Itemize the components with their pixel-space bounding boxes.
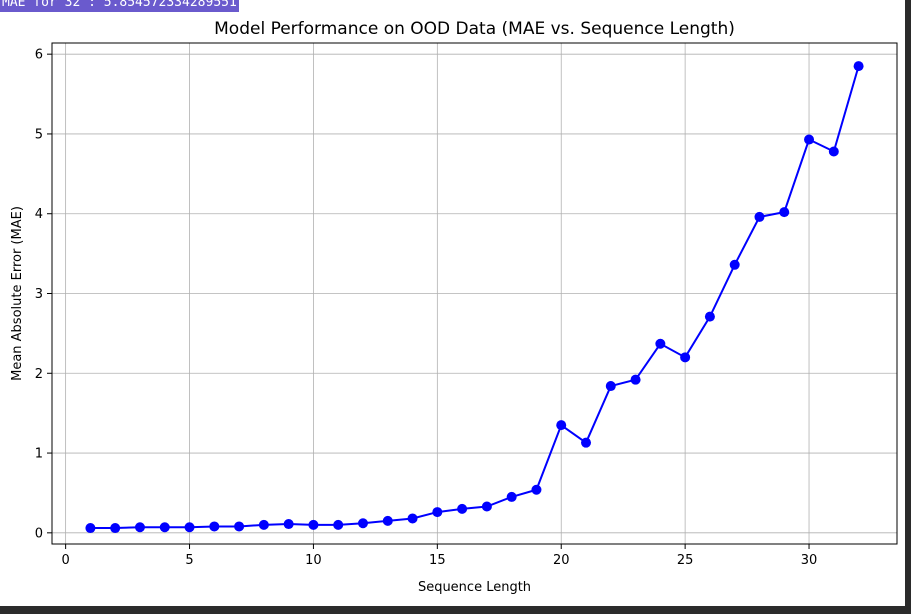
data-point	[283, 519, 294, 530]
x-tick-label: 25	[677, 553, 694, 568]
chart-title: Model Performance on OOD Data (MAE vs. S…	[214, 19, 735, 39]
x-axis: 0 5 10 15 20 25 30	[61, 544, 817, 568]
data-point	[308, 519, 319, 530]
y-tick-label: 4	[35, 207, 43, 222]
data-point	[407, 513, 418, 524]
data-point	[85, 523, 96, 534]
data-point	[704, 311, 715, 322]
y-tick-label: 3	[35, 287, 43, 302]
data-point	[382, 515, 393, 526]
data-point	[804, 134, 815, 145]
grid	[52, 43, 897, 544]
cell-output-text: MAE for 32 : 5.854572334289551	[0, 0, 239, 12]
y-axis: 0 1 2 3 4 5 6	[35, 48, 52, 541]
data-point	[481, 501, 492, 512]
data-point	[531, 484, 542, 495]
data-point	[556, 420, 567, 431]
y-tick-label: 0	[35, 526, 43, 541]
x-tick-label: 15	[429, 553, 446, 568]
x-tick-label: 5	[185, 553, 193, 568]
data-point	[853, 61, 864, 72]
data-point	[729, 259, 740, 270]
data-point	[333, 519, 344, 530]
data-point	[605, 381, 616, 392]
data-point	[209, 521, 220, 532]
data-point	[110, 523, 121, 534]
x-tick-label: 20	[553, 553, 570, 568]
y-tick-label: 6	[35, 48, 43, 63]
data-point	[134, 522, 145, 533]
data-point	[581, 437, 592, 448]
data-point	[630, 374, 641, 385]
y-tick-label: 5	[35, 127, 43, 142]
x-tick-label: 0	[61, 553, 69, 568]
data-point	[357, 518, 368, 529]
x-tick-label: 30	[801, 553, 818, 568]
series-points	[85, 61, 864, 534]
y-tick-label: 2	[35, 367, 43, 382]
data-point	[506, 491, 517, 502]
data-point	[159, 522, 170, 533]
x-axis-label: Sequence Length	[418, 580, 531, 595]
data-point	[779, 207, 790, 218]
data-point	[754, 211, 765, 222]
x-tick-label: 10	[305, 553, 322, 568]
y-axis-label: Mean Absolute Error (MAE)	[10, 206, 25, 381]
data-point	[258, 519, 269, 530]
data-point	[828, 146, 839, 157]
data-point	[680, 352, 691, 363]
y-tick-label: 1	[35, 447, 43, 462]
data-point	[655, 338, 666, 349]
data-point	[432, 507, 443, 518]
data-point	[457, 503, 468, 514]
data-point	[234, 521, 245, 532]
data-point	[184, 522, 195, 533]
series-line	[90, 65, 860, 530]
